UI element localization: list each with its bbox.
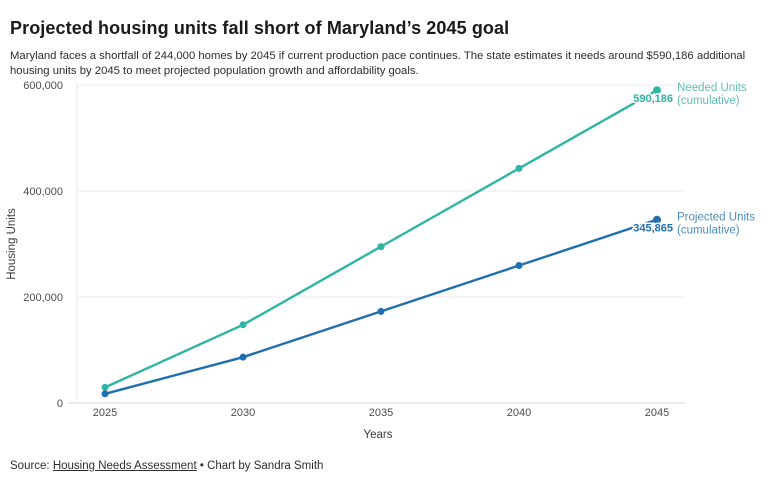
series-name-label-needed-units-cumulative: Needed Units xyxy=(677,82,747,94)
x-tick-label: 2045 xyxy=(645,407,669,419)
chart-credit: Chart by Sandra Smith xyxy=(207,460,324,472)
data-point-needed-units-cumulative[interactable] xyxy=(653,86,661,95)
series-end-value-needed-units-cumulative: 590,186 xyxy=(633,93,673,105)
series-line-needed-units-cumulative xyxy=(103,89,659,389)
y-tick-label: 400,000 xyxy=(23,186,63,198)
page-title: Projected housing units fall short of Ma… xyxy=(10,18,510,39)
data-point-projected-units-cumulative[interactable] xyxy=(377,307,385,315)
x-axis-title: Years xyxy=(363,429,393,441)
data-point-projected-units-cumulative[interactable] xyxy=(101,390,109,398)
data-point-needed-units-cumulative[interactable] xyxy=(377,243,385,251)
x-tick-label: 2035 xyxy=(369,407,393,419)
series-name-label-projected-units-cumulative: Projected Units xyxy=(677,212,755,224)
x-tick-label: 2030 xyxy=(231,407,255,419)
footer: Source: Housing Needs Assessment • Chart… xyxy=(10,460,323,472)
y-tick-label: 200,000 xyxy=(23,292,63,304)
y-tick-label: 0 xyxy=(57,398,63,410)
data-point-projected-units-cumulative[interactable] xyxy=(239,353,247,361)
series-name-label-needed-units-cumulative: (cumulative) xyxy=(677,95,740,107)
source-label: Source: xyxy=(10,460,53,472)
footer-separator: • xyxy=(196,460,208,472)
series-end-value-projected-units-cumulative: 345,865 xyxy=(633,223,673,235)
data-point-projected-units-cumulative[interactable] xyxy=(515,262,523,270)
y-tick-label: 600,000 xyxy=(23,80,63,92)
data-point-needed-units-cumulative[interactable] xyxy=(515,164,523,172)
series-name-label-projected-units-cumulative: (cumulative) xyxy=(677,225,740,237)
source-link[interactable]: Housing Needs Assessment xyxy=(52,460,197,472)
data-point-projected-units-cumulative[interactable] xyxy=(653,215,661,224)
x-tick-label: 2025 xyxy=(93,407,117,419)
line-chart: 0 200,000 400,000 600,000 2025 2030 2035 2040 20… xyxy=(23,80,755,419)
data-point-needed-units-cumulative[interactable] xyxy=(239,321,247,329)
y-axis-title: Housing Units xyxy=(6,208,18,280)
data-point-needed-units-cumulative[interactable] xyxy=(101,383,109,391)
x-tick-label: 2040 xyxy=(507,407,531,419)
chart-description: Maryland faces a shortfall of 244,000 ho… xyxy=(10,50,746,78)
